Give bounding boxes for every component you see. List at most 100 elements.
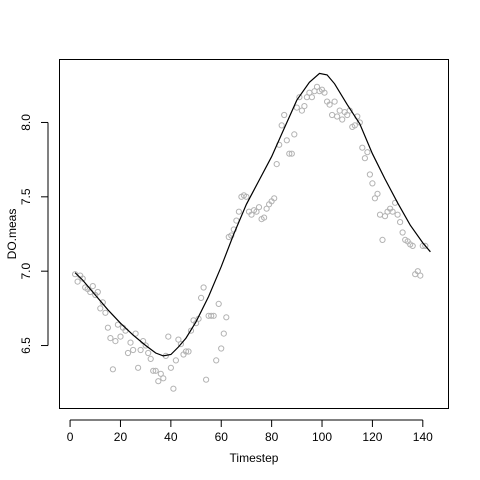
data-point [198,294,205,301]
data-point [374,190,381,197]
y-tick-label: 7.0 [19,263,33,280]
data-point [326,101,333,108]
data-point [381,213,389,220]
data-point [167,364,174,371]
data-point [409,242,416,249]
data-point [351,122,358,129]
y-tick-label: 6.5 [19,337,33,354]
data-point [130,346,137,354]
data-point [271,195,278,202]
data-point [291,131,298,138]
y-tick-label: 7.5 [19,188,33,205]
data-point [124,349,132,357]
data-point [422,242,429,249]
data-point [74,278,81,285]
data-point [397,219,404,226]
data-point [248,211,255,218]
plot-frame [59,59,449,409]
data-point [94,288,101,296]
data-point [223,314,230,321]
data-point [394,211,401,218]
data-point [228,232,235,239]
data-point [379,236,386,243]
data-point [155,378,162,385]
data-point [114,321,122,328]
data-point [293,104,300,111]
data-point [97,305,104,312]
data-point [170,385,177,392]
data-point [255,204,263,211]
x-tick-label: 80 [265,430,279,444]
data-point [321,89,328,96]
x-tick-label: 20 [114,430,128,444]
data-point [145,349,152,357]
data-point [200,284,207,291]
data-point [235,208,242,215]
data-point [339,116,346,123]
x-tick-label: 60 [215,430,229,444]
data-point [281,111,288,119]
data-point [296,94,303,101]
data-point [150,367,157,374]
data-point [243,193,250,200]
data-point [361,155,368,162]
data-point [213,357,220,364]
data-point [152,367,159,374]
data-point [117,333,124,340]
data-point [389,208,396,215]
data-point [137,346,144,354]
data-point [298,107,305,114]
data-point [253,208,260,215]
data-point [331,98,338,105]
y-axis-label: DO.meas [5,209,19,260]
series-line [74,72,431,357]
x-tick-label: 100 [312,430,332,444]
data-point [210,312,217,319]
y-tick-label: 8.0 [19,114,33,131]
data-point [185,348,192,355]
data-point [203,376,210,383]
data-point [230,226,237,233]
data-point [359,144,366,151]
data-point [157,370,164,377]
data-point [79,275,86,282]
x-tick-label: 40 [164,430,178,444]
data-point [89,283,96,290]
data-point [102,309,109,316]
data-point [261,214,268,221]
data-point [220,330,227,337]
data-point [147,355,154,362]
data-point [165,333,172,340]
data-point [177,341,184,348]
data-point [112,338,119,345]
data-point [308,94,315,101]
data-point [208,312,215,319]
data-point [369,180,376,187]
data-point [172,357,179,364]
data-point [215,300,222,307]
x-tick-label: 140 [413,430,433,444]
data-point [366,171,373,178]
data-point [283,137,290,144]
fitted-line [74,72,431,357]
data-point [175,336,182,343]
data-point [127,339,134,346]
data-point [301,103,308,110]
data-point [187,327,195,334]
data-point [286,150,293,157]
data-point [218,345,225,352]
scatter-points [72,83,429,392]
data-point [142,342,149,349]
data-point [278,122,285,129]
data-point [104,324,112,331]
data-point [364,149,371,156]
data-point [160,375,167,382]
data-point [99,299,106,306]
data-point [273,161,280,168]
data-point [135,364,142,371]
x-axis-label: Timestep [230,451,279,465]
data-point [417,272,424,279]
data-point [109,366,117,373]
